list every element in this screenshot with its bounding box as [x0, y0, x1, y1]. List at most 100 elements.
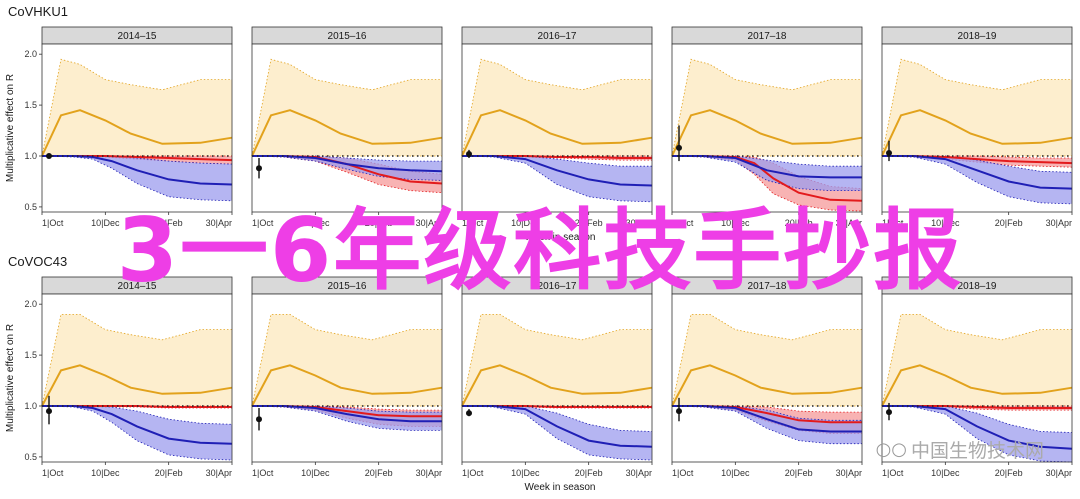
ribbon-upper-orange	[41, 313, 232, 407]
ribbon-orange	[462, 314, 652, 406]
point-estimate	[676, 408, 682, 415]
x-tick-label: 20|Feb	[575, 468, 603, 478]
chart-title: CoVOC43	[8, 254, 67, 269]
point-estimate	[256, 165, 262, 172]
x-tick-label: 20|Feb	[155, 468, 183, 478]
series-line-blue	[462, 405, 653, 448]
series-line-blue	[252, 155, 443, 173]
x-tick-label: 30|Apr	[206, 468, 232, 478]
watermark-text: 中国生物技术网	[910, 440, 1044, 462]
series-line-blue	[42, 155, 233, 186]
ribbon-upper-orange	[671, 58, 862, 157]
series-line-orange	[881, 109, 1073, 157]
ribbon-orange	[882, 314, 1072, 406]
ribbon-orange	[462, 59, 652, 156]
ribbon-upper-orange	[671, 313, 862, 407]
panel-2017–18: 2017–18 1|Oct 10|Dec 20|Feb 30|Apr	[671, 276, 863, 478]
panel-border	[671, 43, 863, 213]
point-estimate	[886, 409, 892, 416]
x-tick-label: 30|Apr	[626, 468, 652, 478]
panel-2016–17: 2016–17 1|Oct 10|Dec 20|Feb 30|Apr	[461, 276, 653, 478]
facet-strip-label: 2015–16	[328, 31, 367, 42]
x-tick-label: 1|Oct	[672, 468, 694, 478]
panel-2015–16: 2015–16 1|Oct 10|Dec 20|Feb 30|Apr	[251, 276, 443, 478]
panel-2015–16: 2015–16 1|Oct 10|Dec 20|Feb 30|Apr	[251, 26, 443, 228]
series-line-orange	[251, 109, 443, 157]
y-tick-label: 1.5	[24, 100, 37, 110]
ribbon-blue	[882, 156, 1072, 204]
series-line-orange	[671, 364, 863, 407]
ribbon-upper-blue	[42, 405, 233, 425]
ribbon-blue	[42, 406, 232, 460]
y-tick-label: 1.5	[24, 350, 37, 360]
x-tick-label: 1|Oct	[672, 218, 694, 228]
overlay-title: 3一6年级科技手抄报	[116, 199, 964, 302]
ribbon-blue	[252, 406, 442, 431]
point-estimate	[256, 416, 262, 423]
facet-strip-label: 2014–15	[118, 281, 157, 292]
facet-strip-label: 2014–15	[118, 31, 157, 42]
panel-2014–15: 2014–15 0.5 1.0 1.5 2.0 1|Oct 10|Dec 20|Feb 30|A…	[24, 26, 233, 228]
panel-2018–19: 2018–19 1|Oct 10|Dec 20|Feb 30|Apr	[881, 26, 1073, 228]
y-tick-label: 2.0	[24, 299, 37, 309]
point-estimate	[466, 150, 472, 157]
series-line-blue	[252, 405, 442, 423]
ribbon-blue	[462, 406, 652, 460]
x-tick-label: 10|Dec	[931, 468, 960, 478]
facet-strip-label: 2016–17	[538, 281, 577, 292]
y-tick-label: 0.5	[24, 452, 37, 462]
x-tick-label: 30|Apr	[836, 468, 862, 478]
point-estimate	[676, 144, 682, 151]
facet-strip-label: 2018–19	[958, 31, 997, 42]
x-axis-title: Week in season	[525, 482, 596, 493]
x-tick-label: 1|Oct	[882, 468, 904, 478]
point-estimate	[886, 149, 892, 156]
facet-strip-label: 2017–18	[748, 281, 787, 292]
x-tick-label: 10|Dec	[301, 218, 330, 228]
x-tick-label: 30|Apr	[1046, 468, 1072, 478]
chart-title: CoVHKU1	[8, 4, 68, 19]
panel-border	[671, 293, 863, 463]
ribbon-orange	[672, 314, 862, 406]
x-tick-label: 10|Dec	[721, 468, 750, 478]
series-line-blue	[672, 405, 862, 433]
panel-border	[881, 43, 1073, 213]
y-tick-label: 0.5	[24, 202, 37, 212]
x-axis-title: Week in season	[525, 232, 596, 243]
x-tick-label: 10|Dec	[931, 218, 960, 228]
series-line-blue	[462, 155, 653, 187]
ribbon-orange	[882, 59, 1072, 156]
panel-2014–15: 2014–15 0.5 1.0 1.5 2.0 1|Oct 10|Dec 20|Feb 30|A…	[24, 276, 233, 478]
x-tick-label: 1|Oct	[462, 218, 484, 228]
ribbon-lower-blue	[41, 405, 233, 461]
series-line-orange	[671, 109, 863, 157]
ribbon-red	[252, 156, 442, 193]
panel-border	[461, 293, 653, 463]
ribbon-upper-orange	[251, 58, 442, 157]
x-tick-label: 1|Oct	[882, 218, 904, 228]
x-tick-label: 20|Feb	[995, 468, 1023, 478]
x-tick-label: 1|Oct	[42, 468, 64, 478]
watermark: ○○ 中国生物技术网	[876, 436, 1044, 463]
x-tick-label: 10|Dec	[511, 468, 540, 478]
x-tick-label: 10|Dec	[91, 468, 120, 478]
panel-border	[251, 293, 443, 463]
y-axis-title: Multiplicative effect on R	[5, 324, 16, 432]
ribbon-upper-orange	[41, 58, 232, 157]
facet-strip-label: 2016–17	[538, 31, 577, 42]
series-line-blue	[882, 405, 1073, 450]
panel-border	[461, 43, 653, 213]
y-tick-label: 1.0	[24, 151, 37, 161]
y-tick-label: 2.0	[24, 49, 37, 59]
facet-strip-label: 2018–19	[958, 281, 997, 292]
point-estimate	[46, 408, 52, 415]
ribbon-blue	[462, 156, 652, 202]
series-line-blue	[882, 155, 1073, 190]
x-tick-label: 20|Feb	[995, 218, 1023, 228]
ribbon-upper-orange	[881, 58, 1072, 157]
ribbon-lower-blue	[41, 155, 233, 202]
x-tick-label: 30|Apr	[836, 218, 862, 228]
facet-strip-label: 2015–16	[328, 281, 367, 292]
series-line-orange	[881, 364, 1073, 407]
